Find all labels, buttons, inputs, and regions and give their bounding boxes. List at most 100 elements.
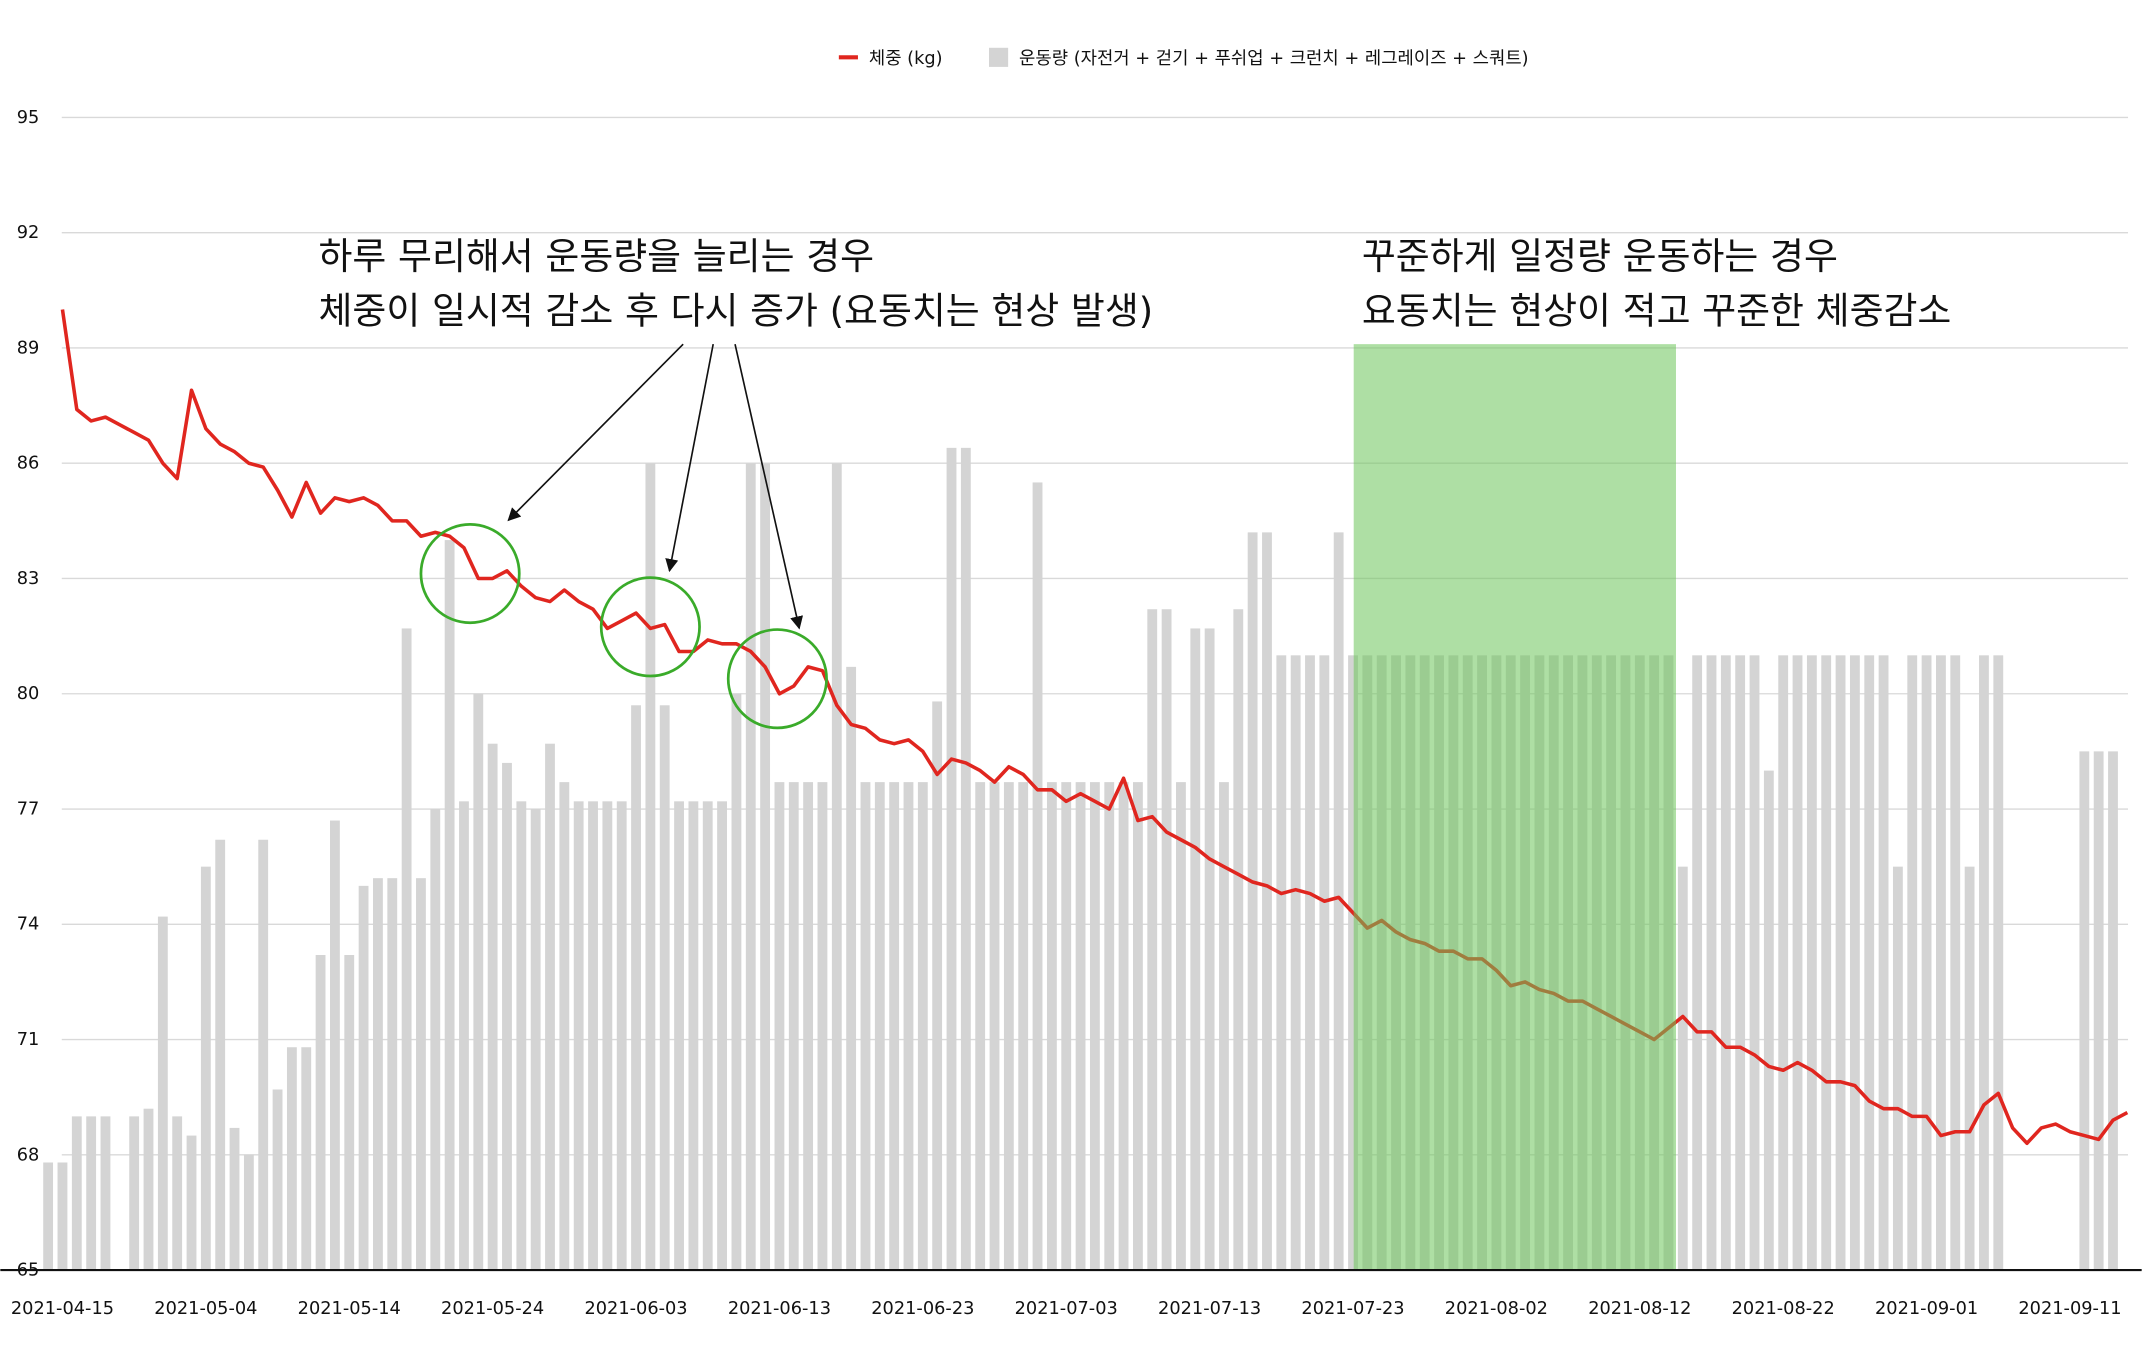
bar	[315, 955, 326, 1271]
x-tick-label: 2021-07-23	[1301, 1299, 1404, 1319]
bar	[1821, 655, 1832, 1271]
bar	[745, 463, 756, 1271]
bar	[286, 1047, 297, 1271]
bar	[1161, 609, 1172, 1271]
x-tick-label: 2021-08-02	[1445, 1299, 1548, 1319]
bar	[917, 782, 928, 1271]
bar	[645, 463, 656, 1271]
bar	[674, 801, 684, 1271]
bar	[487, 743, 498, 1271]
bar	[760, 463, 771, 1271]
line	[60, 309, 2129, 1146]
bar	[989, 782, 1000, 1271]
bar	[1921, 655, 1932, 1271]
bar	[1075, 782, 1086, 1271]
bar	[530, 809, 541, 1271]
bar	[659, 705, 670, 1271]
bar	[559, 782, 570, 1271]
bar	[1979, 655, 1989, 1271]
x-tick-label: 2021-06-03	[584, 1299, 687, 1319]
annotation: 꾸준하게 일정량 운동하는 경우	[1362, 235, 1838, 278]
bar	[932, 701, 943, 1271]
bar	[616, 801, 627, 1271]
x-tick-label: 2021-04-15	[11, 1299, 114, 1319]
bar	[243, 1154, 254, 1271]
y-tick-label: 89	[17, 338, 40, 358]
bar	[2093, 751, 2104, 1271]
annotation: 하루 무리해서 운동량을 늘리는 경우	[319, 235, 875, 278]
bar	[1849, 655, 1860, 1271]
arrow	[734, 343, 804, 630]
highlight-circle	[726, 628, 828, 730]
bar	[1046, 782, 1057, 1271]
highlight-circle	[599, 576, 701, 678]
bar	[43, 1162, 54, 1271]
bar	[459, 801, 469, 1271]
bar	[172, 1116, 183, 1271]
bar	[1878, 655, 1889, 1271]
bar	[803, 782, 814, 1271]
bar	[774, 782, 785, 1271]
bar	[1089, 782, 1100, 1271]
x-tick-label: 2021-06-13	[728, 1299, 831, 1319]
bar	[1950, 655, 1961, 1271]
legend-label: 운동량 (자전거 + 걷기 + 푸쉬업 + 크런치 + 레그레이즈 + 스쿼트)	[1019, 48, 1529, 69]
bar	[960, 447, 971, 1271]
x-tick-label: 2021-08-12	[1588, 1299, 1691, 1319]
bar	[1792, 655, 1803, 1271]
bar	[1936, 655, 1946, 1271]
bar	[1964, 866, 1975, 1271]
bar	[1104, 782, 1115, 1271]
bar	[100, 1116, 111, 1271]
x-tick-label: 2021-07-03	[1015, 1299, 1118, 1319]
bar	[1262, 532, 1272, 1271]
y-tick-label: 77	[17, 799, 40, 819]
legend: 체중 (kg) 운동량 (자전거 + 걷기 + 푸쉬업 + 크런치 + 레그레이즈…	[838, 47, 1529, 69]
bar	[788, 782, 799, 1271]
bar	[1305, 655, 1315, 1271]
bar	[860, 782, 871, 1271]
legend-swatch	[989, 47, 1009, 67]
y-tick-label: 95	[17, 108, 40, 128]
bar	[1061, 782, 1072, 1271]
circles	[419, 523, 828, 730]
bar	[1835, 655, 1846, 1271]
y-tick-label: 68	[17, 1145, 40, 1165]
bar	[416, 878, 426, 1271]
bar	[1763, 770, 1774, 1271]
bar	[1706, 655, 1717, 1271]
bar	[1319, 655, 1330, 1271]
bar	[373, 878, 383, 1271]
bar	[1147, 609, 1158, 1271]
bar	[229, 1127, 240, 1271]
arrow	[665, 343, 715, 573]
x-tick-label: 2021-08-22	[1732, 1299, 1835, 1319]
bar	[1677, 866, 1688, 1271]
y-tick-label: 71	[17, 1030, 40, 1050]
bar	[1892, 866, 1903, 1271]
bar	[1735, 655, 1746, 1271]
bar	[86, 1116, 97, 1271]
y-tick-label: 74	[17, 915, 40, 935]
lines	[60, 309, 2129, 1146]
bar	[1018, 782, 1029, 1271]
bar	[473, 693, 484, 1271]
bar	[1247, 532, 1258, 1271]
bar	[631, 705, 641, 1271]
bar	[1720, 655, 1731, 1271]
x-tick-label: 2021-05-24	[441, 1299, 544, 1319]
bar	[946, 447, 957, 1271]
bar	[1190, 628, 1201, 1271]
bar	[502, 762, 512, 1271]
bar	[817, 782, 828, 1271]
bar	[358, 885, 369, 1271]
x-tick-label: 2021-06-23	[871, 1299, 974, 1319]
bar	[57, 1162, 68, 1271]
arrow	[507, 343, 684, 522]
bar	[889, 782, 900, 1271]
bar	[688, 801, 699, 1271]
bar	[444, 540, 455, 1271]
bar	[1993, 655, 2004, 1271]
